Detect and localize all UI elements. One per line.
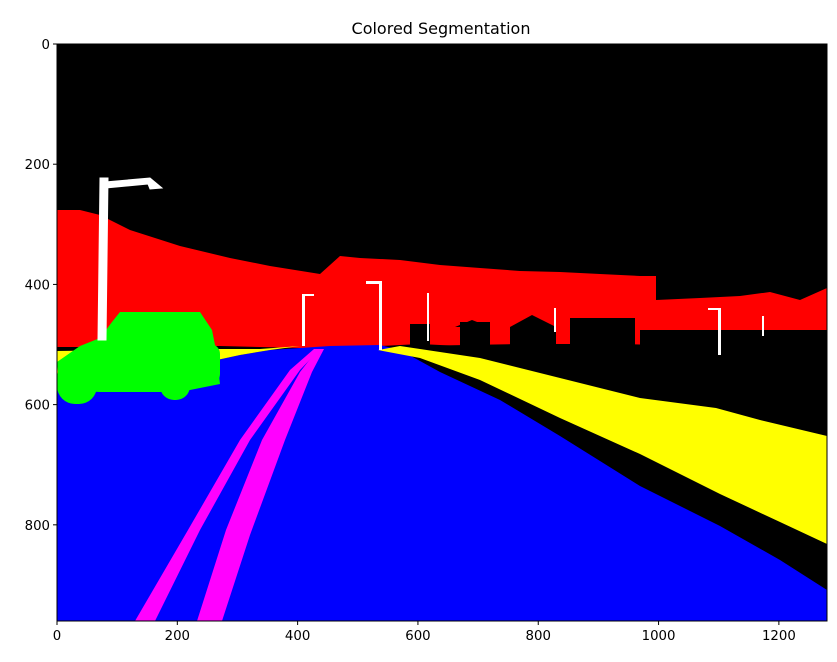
- road-region: [57, 345, 827, 621]
- x-tick-label: 1000: [642, 629, 676, 644]
- terrain-region: [57, 210, 827, 352]
- y-tick-label: 400: [25, 278, 50, 293]
- y-tick-label: 0: [42, 38, 50, 53]
- building-block: [410, 344, 827, 436]
- y-tick-label: 600: [25, 399, 50, 414]
- x-tick-label: 0: [53, 629, 61, 644]
- segmentation-image: [57, 44, 827, 621]
- sidewalk-right: [378, 346, 827, 544]
- x-tick-label: 600: [405, 629, 430, 644]
- y-tick-label: 800: [25, 519, 50, 534]
- x-axis: 0 200 400 600 800 1000 1200: [53, 621, 796, 644]
- x-tick-label: 400: [285, 629, 310, 644]
- y-axis: 0 200 400 600 800: [25, 38, 57, 534]
- x-tick-label: 800: [526, 629, 551, 644]
- axes-frame: [56, 43, 828, 622]
- street-poles: [97, 177, 764, 355]
- chart-title: Colored Segmentation: [352, 19, 531, 38]
- car: [57, 312, 220, 404]
- lane-marking-right: [197, 349, 324, 621]
- y-tick-label: 200: [25, 158, 50, 173]
- lane-marking-left: [135, 349, 320, 621]
- x-tick-label: 200: [165, 629, 190, 644]
- x-tick-label: 1200: [762, 629, 796, 644]
